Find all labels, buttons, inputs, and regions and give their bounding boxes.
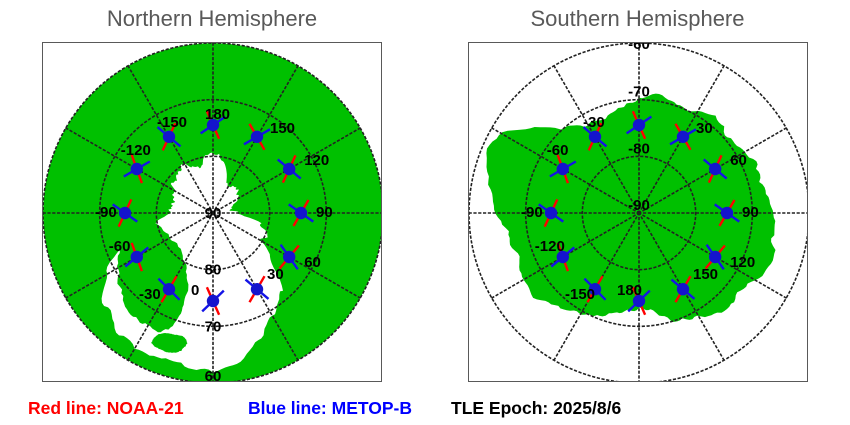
svg-text:80: 80 — [205, 262, 222, 279]
svg-text:30: 30 — [267, 266, 284, 283]
svg-text:120: 120 — [304, 152, 329, 169]
svg-text:-30: -30 — [583, 114, 605, 131]
svg-text:60: 60 — [304, 254, 321, 271]
svg-text:-120: -120 — [121, 142, 151, 159]
svg-text:0: 0 — [191, 282, 199, 299]
svg-text:-120: -120 — [534, 238, 564, 255]
svg-text:150: 150 — [270, 120, 295, 137]
svg-text:-60: -60 — [546, 142, 568, 159]
svg-text:180: 180 — [205, 106, 230, 123]
svg-text:-90: -90 — [628, 197, 650, 214]
svg-text:-70: -70 — [628, 84, 650, 101]
svg-text:-90: -90 — [95, 204, 117, 221]
svg-text:90: 90 — [316, 204, 333, 221]
svg-text:60: 60 — [205, 368, 222, 382]
svg-text:180: 180 — [617, 282, 642, 299]
svg-text:-150: -150 — [565, 286, 595, 303]
svg-text:-80: -80 — [628, 140, 650, 157]
svg-text:60: 60 — [730, 152, 747, 169]
svg-text:-150: -150 — [157, 114, 187, 131]
svg-text:30: 30 — [696, 120, 713, 137]
svg-text:90: 90 — [742, 204, 759, 221]
svg-text:120: 120 — [730, 254, 755, 271]
svg-text:150: 150 — [693, 266, 718, 283]
svg-text:-90: -90 — [521, 204, 543, 221]
svg-text:90: 90 — [205, 205, 222, 222]
svg-text:-30: -30 — [139, 286, 161, 303]
svg-text:-60: -60 — [109, 238, 131, 255]
svg-text:-60: -60 — [628, 43, 650, 53]
svg-text:70: 70 — [205, 318, 222, 335]
